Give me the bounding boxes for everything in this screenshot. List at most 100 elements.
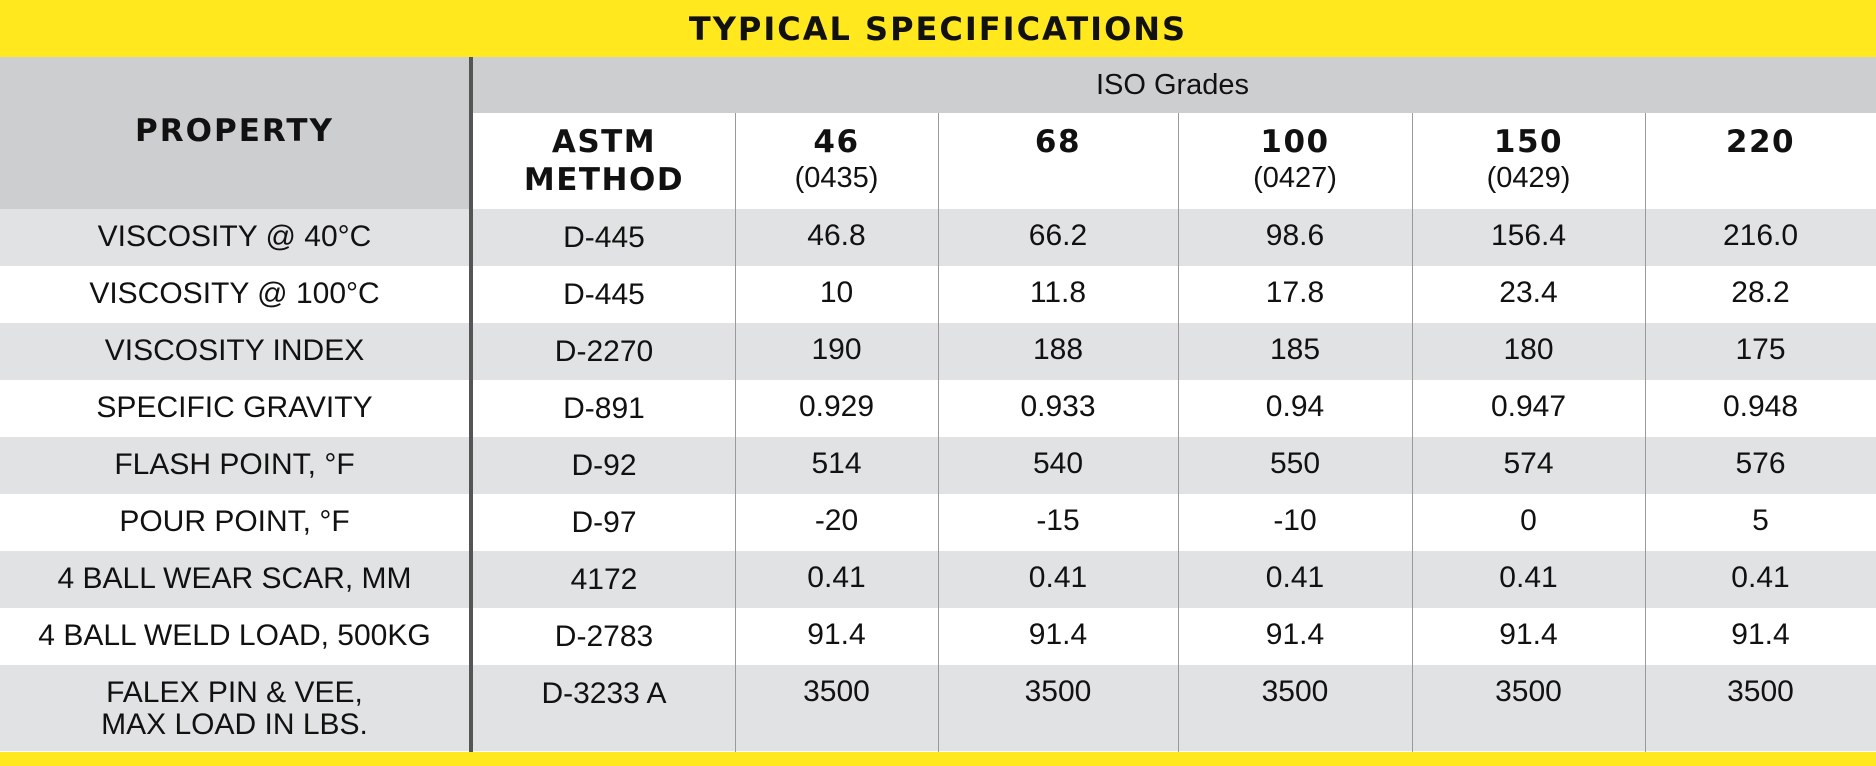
value-cell: 66.2 (1028, 219, 1088, 252)
value-cell: 10 (819, 276, 854, 309)
value-cell: 0.41 (1731, 561, 1790, 594)
property-header-label: PROPERTY (135, 113, 334, 149)
value-cell: 5 (1752, 504, 1769, 537)
astm-method-cell: 4172 (570, 563, 638, 596)
property-cell: VISCOSITY @ 100°C (0, 266, 469, 323)
grade-number: 68 (1034, 124, 1082, 160)
value-cell: 0.947 (1490, 390, 1567, 423)
value-cell: 23.4 (1499, 276, 1558, 309)
astm-method-cell: D-445 (563, 221, 645, 254)
value-cell: 91.4 (807, 618, 866, 651)
value-cell: 3500 (1261, 675, 1329, 708)
table-row: POUR POINT, °F D-97 -20 -15 -10 0 5 (0, 494, 1876, 551)
value-cell: 156.4 (1490, 219, 1567, 252)
value-cell: 91.4 (1028, 618, 1088, 651)
value-cell: -20 (814, 504, 859, 537)
value-cell: 0.41 (807, 561, 866, 594)
grade-header: 220 (1645, 113, 1876, 209)
property-label: FLASH POINT, °F (114, 448, 355, 481)
value-cell: 175 (1735, 333, 1786, 366)
property-label: VISCOSITY @ 40°C (97, 220, 372, 253)
property-label: 4 BALL WELD LOAD, 500KG (38, 619, 431, 652)
value-cell: 91.4 (1499, 618, 1558, 651)
astm-method-cell: D-2270 (554, 335, 654, 368)
value-cell: 550 (1269, 447, 1321, 480)
property-label-line2: MAX LOAD IN LBS. (101, 708, 368, 741)
column-divider (735, 113, 736, 752)
value-cell: 17.8 (1265, 276, 1325, 309)
grade-header: 100 (0427) (1178, 113, 1412, 209)
grade-code: (0435) (794, 162, 879, 194)
value-cell: 0.948 (1722, 390, 1799, 423)
table-row: SPECIFIC GRAVITY D-891 0.929 0.933 0.94 0.947… (0, 380, 1876, 437)
grade-number: 46 (813, 124, 860, 160)
value-cell: 3500 (803, 675, 870, 708)
value-cell: -10 (1273, 504, 1317, 537)
property-cell: FLASH POINT, °F (0, 437, 469, 494)
property-cell: FALEX PIN & VEE, MAX LOAD IN LBS. (0, 665, 469, 751)
value-cell: 91.4 (1731, 618, 1790, 651)
astm-method-cell: D-2783 (554, 620, 654, 653)
grade-number: 100 (1260, 124, 1330, 160)
table-row: VISCOSITY @ 100°C D-445 10 11.8 17.8 23.4 28.2 (0, 266, 1876, 323)
column-divider (1645, 113, 1646, 752)
property-label: SPECIFIC GRAVITY (96, 391, 373, 424)
property-label: FALEX PIN & VEE, (106, 676, 363, 709)
value-cell: 11.8 (1029, 276, 1087, 309)
value-cell: 98.6 (1265, 219, 1325, 252)
grade-header: 150 (0429) (1412, 113, 1645, 209)
value-cell: 0.94 (1265, 390, 1325, 423)
property-cell: SPECIFIC GRAVITY (0, 380, 469, 437)
grade-number: 220 (1725, 124, 1796, 160)
value-cell: 216.0 (1722, 219, 1799, 252)
value-cell: 28.2 (1731, 276, 1790, 309)
grade-header: 46 (0435) (735, 113, 938, 209)
value-cell: 3500 (1024, 675, 1092, 708)
column-divider (1412, 113, 1413, 752)
property-cell: VISCOSITY @ 40°C (0, 209, 469, 266)
property-label: 4 BALL WEAR SCAR, MM (57, 562, 412, 595)
property-label: POUR POINT, °F (119, 505, 350, 538)
value-cell: 190 (811, 333, 862, 366)
grade-header: 68 (938, 113, 1178, 209)
title-band: TYPICAL SPECIFICATIONS (0, 0, 1876, 57)
value-cell: 91.4 (1265, 618, 1325, 651)
column-divider (1178, 113, 1179, 752)
grade-code: (0427) (1253, 162, 1337, 194)
page-title: TYPICAL SPECIFICATIONS (688, 9, 1188, 48)
property-label: VISCOSITY INDEX (104, 334, 365, 367)
value-cell: -15 (1036, 504, 1080, 537)
value-cell: 540 (1032, 447, 1084, 480)
value-cell: 576 (1735, 447, 1786, 480)
value-cell: 46.8 (807, 219, 866, 252)
value-cell: 185 (1269, 333, 1321, 366)
value-cell: 0.41 (1028, 561, 1088, 594)
grade-code: (0429) (1486, 162, 1571, 194)
property-divider (469, 57, 473, 752)
value-cell: 3500 (1727, 675, 1794, 708)
value-cell: 0 (1520, 504, 1537, 537)
property-label: VISCOSITY @ 100°C (89, 277, 380, 310)
value-cell: 180 (1503, 333, 1554, 366)
astm-method-cell: D-92 (571, 449, 637, 482)
property-cell: 4 BALL WEAR SCAR, MM (0, 551, 469, 608)
value-cell: 574 (1503, 447, 1554, 480)
value-cell: 514 (811, 447, 862, 480)
method-header: ASTM METHOD (473, 113, 735, 209)
astm-method-cell: D-3233 A (541, 677, 667, 710)
astm-method-cell: D-891 (563, 392, 645, 425)
astm-method-cell: D-97 (571, 506, 637, 539)
method-header-line1: ASTM (551, 124, 657, 160)
value-cell: 0.929 (798, 390, 875, 423)
value-cell: 0.41 (1265, 561, 1325, 594)
value-cell: 0.933 (1020, 390, 1096, 423)
property-cell: POUR POINT, °F (0, 494, 469, 551)
bottom-band (0, 752, 1876, 766)
table-row: 4 BALL WELD LOAD, 500KG D-2783 91.4 91.4 91.… (0, 608, 1876, 665)
value-cell: 0.41 (1499, 561, 1558, 594)
column-header-row: ASTM METHOD 46 (0435) 68 100 (0427) 150 … (0, 113, 1876, 209)
property-cell: 4 BALL WELD LOAD, 500KG (0, 608, 469, 665)
iso-grades-label: ISO Grades (1095, 68, 1250, 101)
astm-method-cell: D-445 (563, 278, 645, 311)
method-header-line2: METHOD (523, 162, 685, 198)
